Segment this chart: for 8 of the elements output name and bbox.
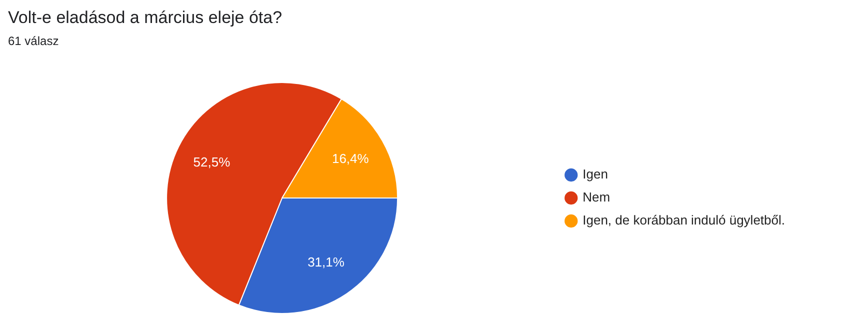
data-label: 31,1% xyxy=(308,254,345,270)
legend-label: Igen, de korábban induló ügyletből. xyxy=(582,212,786,228)
legend-label: Igen xyxy=(582,166,608,182)
text: 61 válasz xyxy=(8,34,60,48)
chart-title: Volt-e eladásod a március eleje óta? xyxy=(8,8,284,28)
data-label: 52,5% xyxy=(193,154,231,170)
legend-label: Nem xyxy=(582,190,610,205)
data-label: 16,4% xyxy=(332,150,370,166)
